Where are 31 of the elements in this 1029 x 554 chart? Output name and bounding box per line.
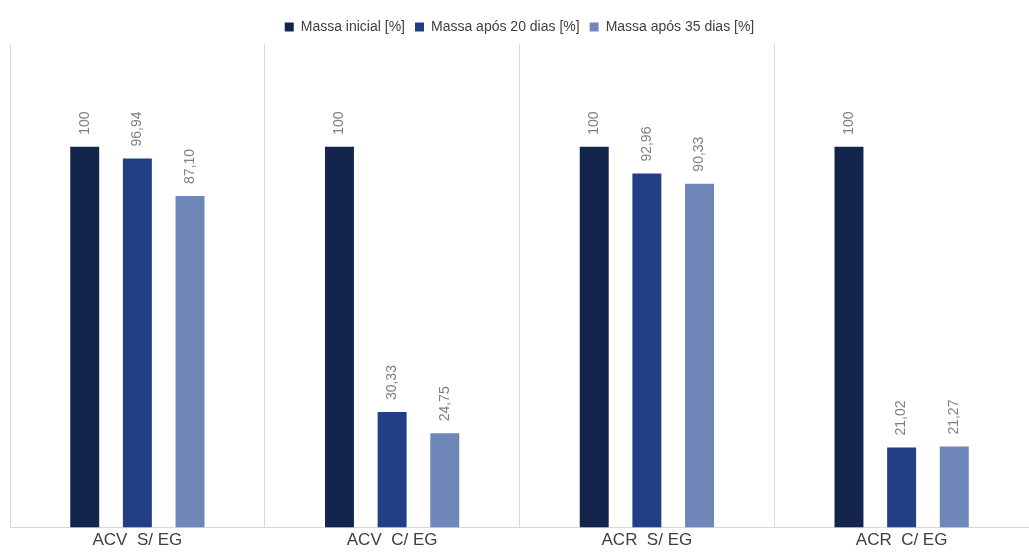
- data-label: 30,33: [382, 364, 399, 401]
- data-label: 92,96: [637, 126, 654, 162]
- data-label: 90,33: [690, 136, 707, 172]
- legend-label: Massa após 20 dias [%]: [430, 17, 580, 34]
- data-label: 21,27: [945, 399, 962, 435]
- bar: [834, 146, 864, 528]
- x-tick-label: ACV S/ EG: [92, 530, 183, 550]
- data-label: 21,02: [892, 400, 909, 436]
- data-label: 100: [839, 111, 856, 135]
- bar: [579, 146, 609, 528]
- bar: [939, 446, 969, 528]
- bar: [377, 412, 407, 528]
- bar: [632, 173, 662, 528]
- bar: [325, 146, 354, 528]
- data-label: 87,10: [180, 148, 197, 184]
- bar: [175, 195, 205, 528]
- bar: [430, 433, 460, 528]
- data-label: 96,94: [128, 111, 145, 147]
- bar: [887, 447, 917, 528]
- data-label: 100: [585, 111, 602, 135]
- legend-label: Massa após 35 dias [%]: [605, 17, 755, 34]
- bar: [685, 183, 714, 528]
- x-tick-label: ACR C/ EG: [855, 530, 948, 550]
- x-tick-label: ACV C/ EG: [346, 530, 438, 550]
- data-label: 24,75: [435, 386, 452, 422]
- bar: [122, 158, 152, 528]
- bar: [70, 146, 100, 528]
- legend-label: Massa inicial [%]: [300, 17, 405, 34]
- data-label: 100: [75, 111, 92, 135]
- x-tick-label: ACR S/ EG: [601, 530, 693, 550]
- data-label: 100: [330, 111, 347, 135]
